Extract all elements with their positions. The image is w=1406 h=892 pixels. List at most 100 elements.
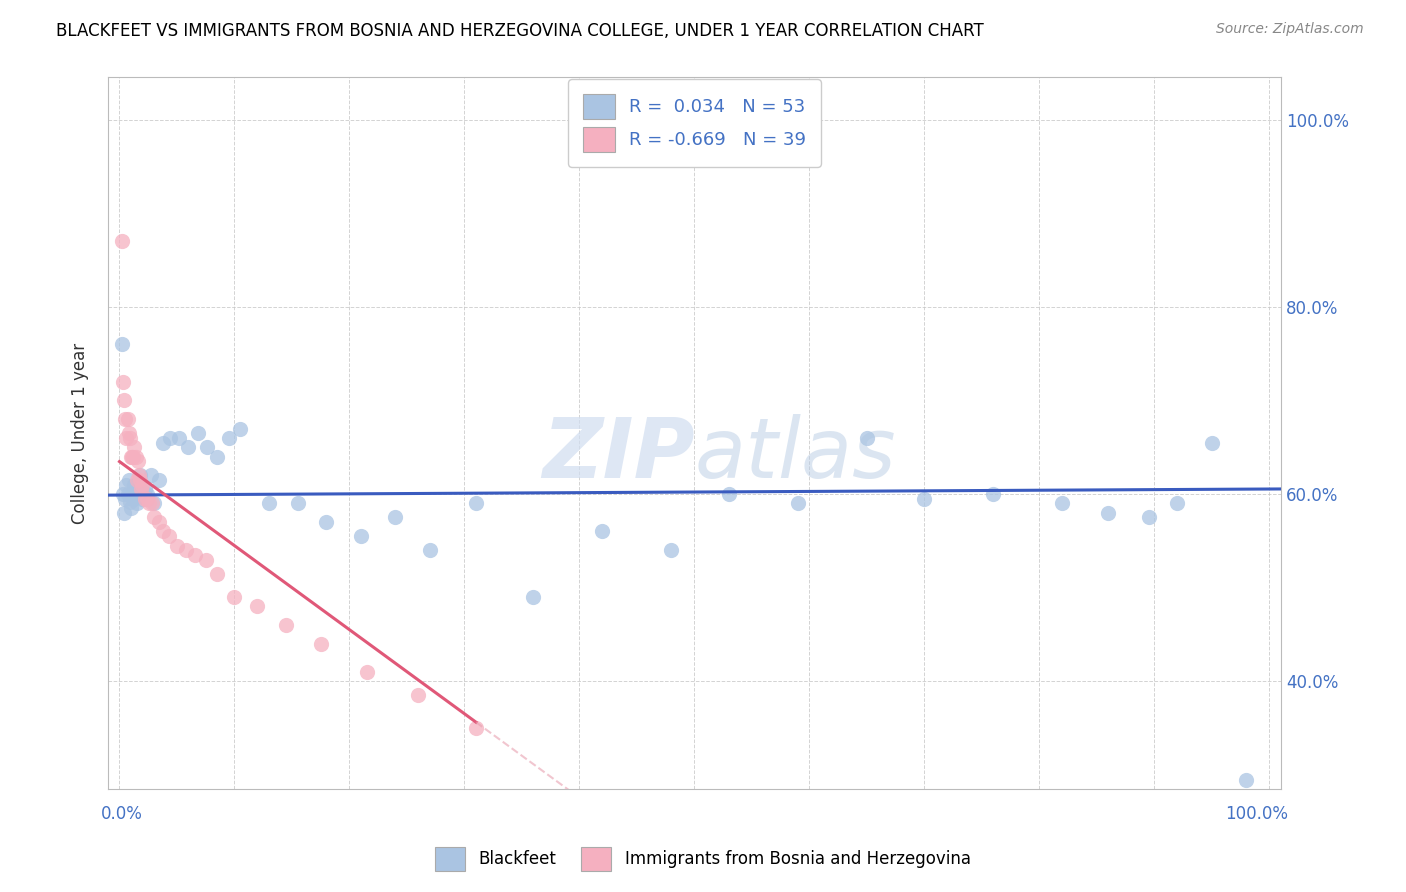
Point [787,496,810,510]
Text: 0.0%: 0.0% [101,805,143,823]
Legend: Blackfeet, Immigrants from Bosnia and Herzegovina: Blackfeet, Immigrants from Bosnia and He… [427,839,979,880]
Point [408,688,430,702]
Point [131,477,153,491]
Point [114,412,136,426]
Point [1097,506,1119,520]
Point [224,590,246,604]
Point [125,473,148,487]
Point [143,496,166,510]
Point [1201,435,1223,450]
Legend: R =  0.034   N = 53, R = -0.669   N = 39: R = 0.034 N = 53, R = -0.669 N = 39 [568,79,821,167]
Text: Source: ZipAtlas.com: Source: ZipAtlas.com [1216,22,1364,37]
Point [717,487,740,501]
Point [127,487,149,501]
Point [129,473,152,487]
Point [131,491,153,506]
Point [124,450,146,464]
Point [350,529,373,543]
Point [124,440,146,454]
Point [229,421,252,435]
Point [592,524,614,539]
Point [1052,496,1074,510]
Point [124,477,146,491]
Point [118,473,141,487]
Point [118,426,141,441]
Point [128,468,150,483]
Point [184,548,207,562]
Point [136,491,159,506]
Point [141,496,163,510]
Point [148,473,170,487]
Point [122,491,145,506]
Point [356,665,378,679]
Point [287,496,309,510]
Point [661,543,683,558]
Point [111,337,134,351]
Point [983,487,1005,501]
Point [166,539,188,553]
Point [315,515,337,529]
Point [121,487,143,501]
Point [118,494,141,508]
Point [143,510,166,524]
Point [522,590,544,604]
Point [174,543,197,558]
Text: 100.0%: 100.0% [1225,805,1288,823]
Point [1236,772,1258,787]
Point [419,543,441,558]
Point [111,234,134,248]
Text: atlas: atlas [695,414,896,495]
Point [131,483,153,497]
Point [246,599,269,614]
Point [309,637,332,651]
Text: BLACKFEET VS IMMIGRANTS FROM BOSNIA AND HERZEGOVINA COLLEGE, UNDER 1 YEAR CORREL: BLACKFEET VS IMMIGRANTS FROM BOSNIA AND … [56,22,984,40]
Point [122,450,145,464]
Point [111,375,134,389]
Point [914,491,936,506]
Point [134,491,156,506]
Point [257,496,280,510]
Point [152,435,174,450]
Point [856,431,879,445]
Point [177,440,200,454]
Point [207,450,229,464]
Point [148,515,170,529]
Y-axis label: College, Under 1 year: College, Under 1 year [72,343,89,524]
Point [169,431,191,445]
Point [152,524,174,539]
Point [115,431,138,445]
Point [112,506,135,520]
Point [207,566,229,581]
Point [465,496,488,510]
Point [159,431,181,445]
Point [1166,496,1188,510]
Point [384,510,406,524]
Point [134,483,156,497]
Point [124,487,146,501]
Point [1137,510,1160,524]
Point [139,468,162,483]
Point [128,483,150,497]
Point [136,487,159,501]
Point [157,529,180,543]
Point [115,477,138,491]
Point [120,501,142,516]
Point [118,431,141,445]
Point [114,491,136,506]
Point [187,426,209,441]
Point [117,487,139,501]
Point [276,618,298,632]
Point [195,440,218,454]
Point [127,454,149,468]
Point [112,393,135,408]
Point [465,721,488,735]
Point [111,487,134,501]
Point [117,412,139,426]
Point [121,450,143,464]
Point [194,552,217,566]
Text: ZIP: ZIP [541,414,695,495]
Point [120,450,142,464]
Point [129,468,152,483]
Point [125,496,148,510]
Point [138,496,160,510]
